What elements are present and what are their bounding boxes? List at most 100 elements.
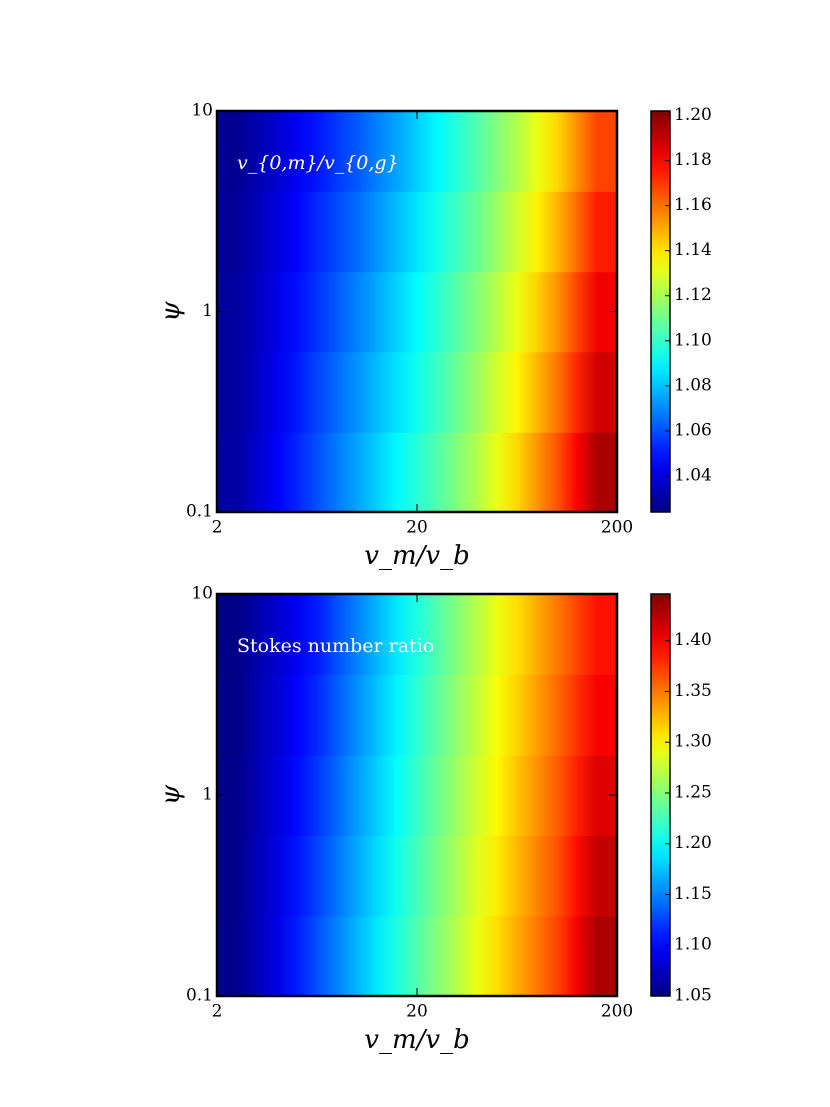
heatmap-cell	[457, 351, 498, 433]
heatmap-cell	[296, 191, 338, 273]
heatmap-cell	[417, 916, 458, 997]
heatmap-cell	[497, 835, 538, 917]
heatmap-cell	[576, 916, 618, 997]
colorbar-tick-label: 1.06	[674, 420, 712, 440]
x-axis-label: v_m/v_b	[364, 1025, 469, 1055]
heatmap-cell	[576, 594, 618, 676]
colorbar-tick-label: 1.35	[674, 681, 712, 701]
colorbar-tick-label: 1.16	[674, 195, 712, 215]
heatmap-cell	[296, 674, 338, 756]
heatmap-cell	[417, 594, 458, 676]
y-tick-label: 10	[191, 584, 213, 604]
heatmap-cell	[217, 432, 258, 513]
heatmap-cell	[296, 594, 338, 676]
heatmap-cell	[576, 271, 618, 353]
heatmap-cell	[457, 674, 498, 756]
heatmap-cell	[377, 755, 418, 836]
heatmap-cell	[457, 755, 498, 836]
heatmap-cell	[417, 674, 458, 756]
heatmap-cell	[257, 191, 298, 273]
heatmap-cell	[417, 432, 458, 513]
colorbar-tick-label: 1.08	[674, 375, 712, 395]
heatmap-cell	[457, 594, 498, 676]
heatmap-cell	[536, 271, 578, 353]
colorbar-tick-label: 1.04	[674, 465, 712, 485]
annotation: Stokes number ratio	[237, 635, 434, 657]
heatmap-cell	[217, 191, 258, 273]
heatmap-cell	[296, 351, 338, 433]
heatmap-cell	[336, 271, 378, 353]
heatmap-cell	[336, 835, 378, 917]
heatmap-cell	[377, 674, 418, 756]
heatmap-cell	[536, 594, 578, 676]
heatmap-cell	[536, 674, 578, 756]
y-tick-label: 0.1	[186, 986, 213, 1006]
heatmap-cell	[336, 594, 378, 676]
heatmap-cell	[576, 111, 618, 192]
heatmap-cell	[296, 111, 338, 192]
heatmap-cell	[497, 674, 538, 756]
colorbar	[650, 593, 671, 997]
heatmap-cell	[417, 111, 458, 192]
heatmap-cell	[497, 351, 538, 433]
heatmap-cell	[457, 835, 498, 917]
heatmap-cell	[217, 594, 258, 676]
x-tick-label: 200	[601, 1002, 633, 1022]
heatmap-cell	[576, 432, 618, 513]
heatmap-cell	[417, 835, 458, 917]
heatmap-cell	[257, 755, 298, 836]
colorbar-tick-label: 1.40	[674, 630, 712, 650]
heatmap-cell	[576, 191, 618, 273]
heatmap-cell	[497, 111, 538, 192]
colorbar-tick-label: 1.20	[674, 105, 712, 125]
heatmap-cell	[336, 351, 378, 433]
colorbar-tick-label: 1.10	[674, 935, 712, 955]
heatmap-cell	[217, 674, 258, 756]
heatmap-cell	[336, 755, 378, 836]
heatmap-cell	[536, 111, 578, 192]
colorbar-tick-label: 1.12	[674, 285, 712, 305]
heatmap-cell	[377, 432, 418, 513]
y-tick-label: 10	[191, 101, 213, 121]
colorbar-tick-label: 1.25	[674, 782, 712, 802]
x-tick-label: 2	[212, 1002, 223, 1022]
heatmap-cell	[497, 755, 538, 836]
y-axis-label: ψ	[156, 301, 186, 322]
heatmap-cell	[377, 191, 418, 273]
heatmap-cell	[417, 351, 458, 433]
heatmap-cell	[536, 351, 578, 433]
x-tick-label: 200	[601, 518, 633, 538]
x-tick-label: 20	[406, 518, 428, 538]
heatmap-cell	[257, 916, 298, 997]
heatmap-cell	[296, 271, 338, 353]
heatmap-cell	[217, 111, 258, 192]
heatmap-cell	[536, 191, 578, 273]
heatmap-cell	[536, 432, 578, 513]
colorbar-tick-label: 1.20	[674, 833, 712, 853]
heatmap-cell	[336, 674, 378, 756]
heatmap-cell	[576, 674, 618, 756]
heatmap-cell	[497, 594, 538, 676]
heatmap-cell	[576, 351, 618, 433]
heatmap-cell	[296, 835, 338, 917]
heatmap-cell	[257, 271, 298, 353]
heatmap-cell	[257, 432, 298, 513]
heatmap-cell	[377, 351, 418, 433]
x-tick-label: 20	[406, 1002, 428, 1022]
annotation: v_{0,m}/v_{0,g}	[237, 152, 399, 174]
heatmap-cell	[576, 835, 618, 917]
y-tick-label: 1	[202, 785, 213, 805]
heatmap-cell	[457, 191, 498, 273]
heatmap-cell	[377, 594, 418, 676]
heatmap-cell	[257, 111, 298, 192]
heatmap-cell	[417, 755, 458, 836]
heatmap-cell	[377, 835, 418, 917]
colorbar-tick-label: 1.18	[674, 150, 712, 170]
heatmap-cell	[296, 755, 338, 836]
heatmap-cell	[417, 191, 458, 273]
heatmap-cell	[457, 111, 498, 192]
heatmap-cell	[576, 755, 618, 836]
heatmap-cell	[336, 111, 378, 192]
